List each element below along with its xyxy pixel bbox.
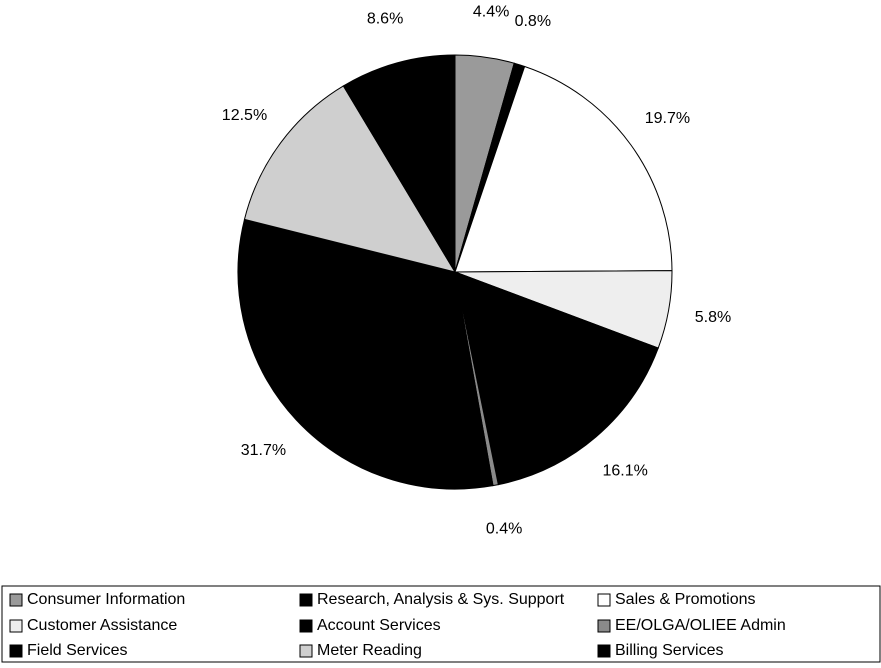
legend-label: Sales & Promotions xyxy=(615,591,756,608)
pie-slice xyxy=(342,54,456,274)
legend-swatch xyxy=(9,619,23,633)
data-label: 12.5% xyxy=(222,107,267,124)
data-label: 0.8% xyxy=(515,13,551,30)
legend-label: Billing Services xyxy=(615,642,723,659)
data-label: 4.4% xyxy=(473,4,509,21)
legend-label: Consumer Information xyxy=(27,591,185,608)
legend-label: Account Services xyxy=(317,617,441,634)
legend-label: Meter Reading xyxy=(317,642,422,659)
legend-swatch xyxy=(597,644,611,658)
legend-label: Research, Analysis & Sys. Support xyxy=(317,591,565,608)
legend-swatch xyxy=(9,593,23,607)
data-label: 5.8% xyxy=(695,309,731,326)
legend-swatch xyxy=(299,619,313,633)
pie-slice xyxy=(454,65,673,273)
pie-slice xyxy=(454,271,659,486)
data-label: 0.4% xyxy=(486,521,522,538)
legend-swatch xyxy=(597,619,611,633)
legend-swatch xyxy=(299,593,313,607)
data-label: 19.7% xyxy=(645,110,690,127)
pie-slice xyxy=(237,218,494,490)
pie-slice xyxy=(243,85,457,273)
legend-box xyxy=(1,585,881,663)
legend-swatch xyxy=(9,644,23,658)
data-label: 31.7% xyxy=(241,442,286,459)
data-label: 8.6% xyxy=(367,11,403,28)
legend-label: Customer Assistance xyxy=(27,617,177,634)
legend-label: EE/OLGA/OLIEE Admin xyxy=(615,617,786,634)
legend-label: Field Services xyxy=(27,642,127,659)
legend-swatch xyxy=(299,644,313,658)
data-label: 16.1% xyxy=(602,462,647,479)
legend-swatch xyxy=(597,593,611,607)
